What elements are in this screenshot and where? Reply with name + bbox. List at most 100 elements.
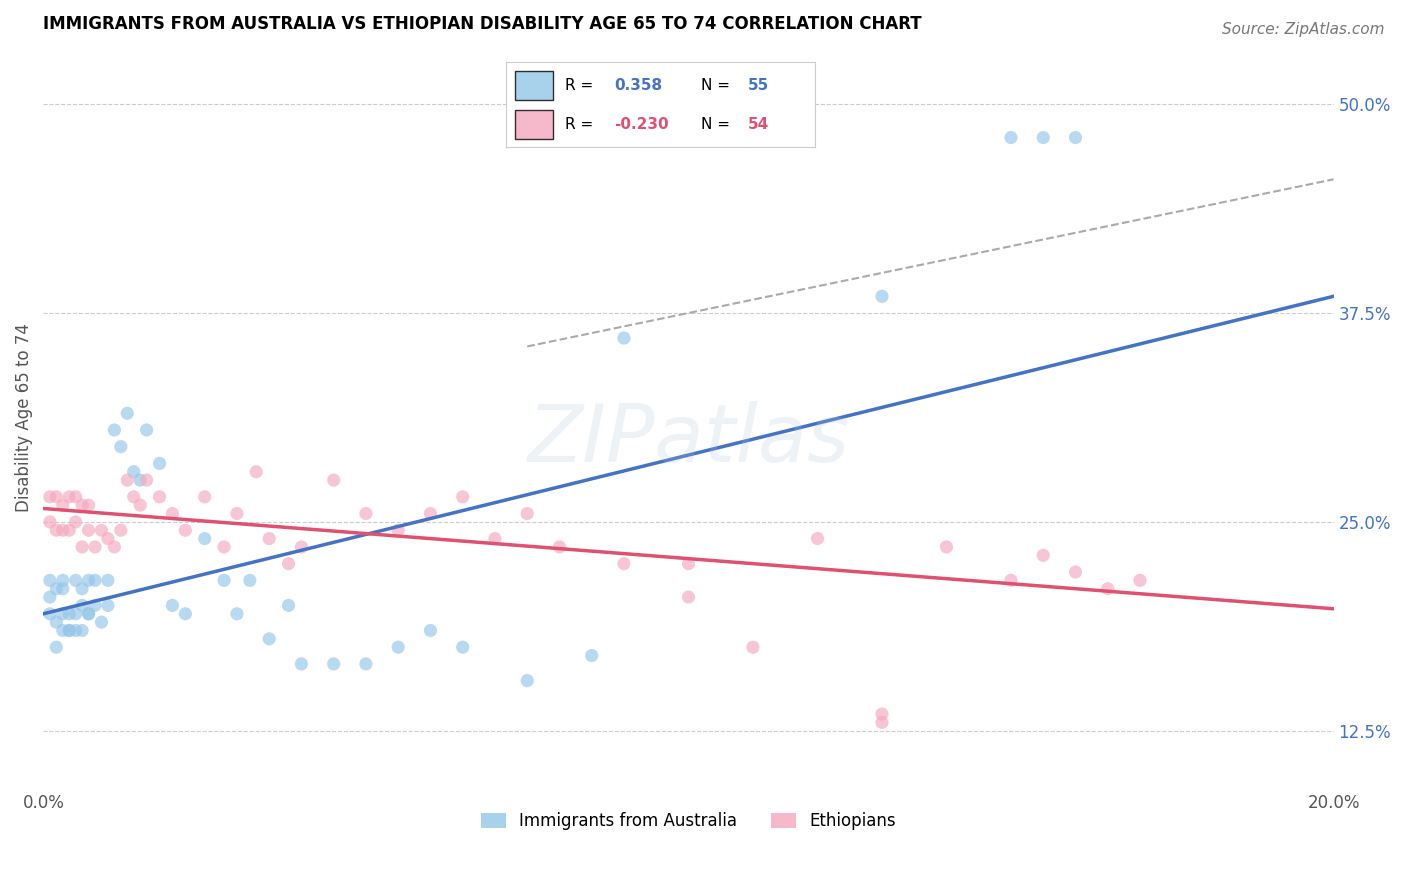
Point (516, 507, 538, 521)
Point (97, 599, 120, 613)
Point (45, 490, 67, 504)
Point (870, 289, 893, 303)
Point (58, 607, 80, 621)
Point (419, 507, 441, 521)
Point (212, 540, 235, 554)
Point (52, 624, 75, 638)
Point (451, 490, 474, 504)
Point (387, 640, 409, 655)
Point (678, 590, 700, 604)
Point (162, 599, 184, 613)
Point (38, 515, 60, 529)
Point (45, 523, 67, 537)
Point (129, 498, 152, 512)
Text: ZIPatlas: ZIPatlas (527, 401, 849, 479)
Point (387, 523, 409, 537)
Text: N =: N = (702, 117, 730, 132)
Point (548, 540, 571, 554)
Point (45, 582, 67, 596)
Legend: Immigrants from Australia, Ethiopians: Immigrants from Australia, Ethiopians (474, 805, 903, 837)
Point (354, 507, 377, 521)
Point (90, 615, 112, 629)
Point (870, 715, 893, 730)
Point (148, 456, 170, 470)
Point (90, 523, 112, 537)
Point (110, 440, 132, 454)
Point (77, 607, 100, 621)
Point (38, 574, 60, 588)
Point (135, 473, 157, 487)
FancyBboxPatch shape (516, 71, 553, 100)
Text: N =: N = (702, 78, 730, 93)
Point (65, 515, 87, 529)
Point (70, 582, 93, 596)
Point (70, 498, 93, 512)
Point (77, 523, 100, 537)
Point (322, 657, 344, 671)
Point (451, 640, 474, 655)
Point (52, 574, 75, 588)
Point (58, 624, 80, 638)
Point (257, 632, 280, 646)
Point (38, 490, 60, 504)
Point (194, 490, 217, 504)
Point (58, 624, 80, 638)
Point (678, 557, 700, 571)
Y-axis label: Disability Age 65 to 74: Disability Age 65 to 74 (15, 323, 32, 512)
Point (290, 540, 312, 554)
Point (174, 523, 197, 537)
Text: 54: 54 (748, 117, 769, 132)
Point (77, 574, 100, 588)
Point (226, 507, 249, 521)
Point (1097, 582, 1119, 596)
Point (65, 624, 87, 638)
Point (1064, 565, 1087, 579)
Point (1000, 130, 1022, 145)
Text: 55: 55 (748, 78, 769, 93)
Point (257, 532, 280, 546)
Text: 0.358: 0.358 (614, 78, 662, 93)
Point (277, 557, 299, 571)
Point (174, 607, 197, 621)
Point (806, 532, 828, 546)
Point (290, 657, 312, 671)
Point (122, 490, 145, 504)
Point (354, 657, 377, 671)
Point (84, 540, 107, 554)
Point (935, 540, 957, 554)
Point (516, 673, 538, 688)
Point (103, 423, 125, 437)
Point (70, 599, 93, 613)
Point (45, 640, 67, 655)
Point (70, 624, 93, 638)
Point (419, 624, 441, 638)
Point (245, 465, 267, 479)
Point (65, 574, 87, 588)
Point (135, 423, 157, 437)
Point (58, 523, 80, 537)
Point (129, 473, 152, 487)
Point (97, 574, 120, 588)
Point (52, 607, 75, 621)
Point (70, 540, 93, 554)
Point (45, 615, 67, 629)
Point (110, 523, 132, 537)
Point (613, 331, 636, 345)
Point (52, 582, 75, 596)
Point (84, 574, 107, 588)
Point (277, 599, 299, 613)
FancyBboxPatch shape (516, 110, 553, 139)
Point (52, 498, 75, 512)
Text: IMMIGRANTS FROM AUSTRALIA VS ETHIOPIAN DISABILITY AGE 65 TO 74 CORRELATION CHART: IMMIGRANTS FROM AUSTRALIA VS ETHIOPIAN D… (44, 15, 922, 33)
Point (52, 523, 75, 537)
Point (1032, 549, 1054, 563)
Point (322, 473, 344, 487)
Point (870, 706, 893, 721)
Point (65, 490, 87, 504)
Point (38, 590, 60, 604)
Point (1129, 574, 1152, 588)
Point (38, 607, 60, 621)
Point (103, 540, 125, 554)
Point (84, 599, 107, 613)
Point (226, 607, 249, 621)
